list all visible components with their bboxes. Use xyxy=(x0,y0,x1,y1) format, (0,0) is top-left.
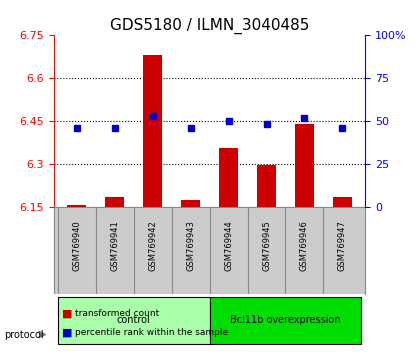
Bar xyxy=(219,148,238,207)
Bar xyxy=(257,165,276,207)
Text: GSM769944: GSM769944 xyxy=(224,220,233,270)
Bar xyxy=(105,197,124,207)
Text: GSM769943: GSM769943 xyxy=(186,220,195,271)
Bar xyxy=(295,124,314,207)
Text: GSM769942: GSM769942 xyxy=(148,220,157,270)
Bar xyxy=(143,55,162,207)
Text: GSM769947: GSM769947 xyxy=(338,220,347,271)
FancyBboxPatch shape xyxy=(58,297,210,344)
Text: ■: ■ xyxy=(62,308,73,318)
Text: percentile rank within the sample: percentile rank within the sample xyxy=(75,328,228,337)
Text: Bcl11b overexpression: Bcl11b overexpression xyxy=(230,315,341,325)
Text: GSM769941: GSM769941 xyxy=(110,220,119,270)
Text: ■: ■ xyxy=(62,328,73,338)
Text: control: control xyxy=(117,315,151,325)
Bar xyxy=(67,205,86,207)
Title: GDS5180 / ILMN_3040485: GDS5180 / ILMN_3040485 xyxy=(110,18,309,34)
Text: GSM769946: GSM769946 xyxy=(300,220,309,271)
FancyBboxPatch shape xyxy=(210,297,361,344)
Text: protocol: protocol xyxy=(4,330,44,339)
Text: GSM769945: GSM769945 xyxy=(262,220,271,270)
Text: GSM769940: GSM769940 xyxy=(72,220,81,270)
Text: transformed count: transformed count xyxy=(75,309,159,318)
Bar xyxy=(333,197,352,207)
Bar xyxy=(181,200,200,207)
